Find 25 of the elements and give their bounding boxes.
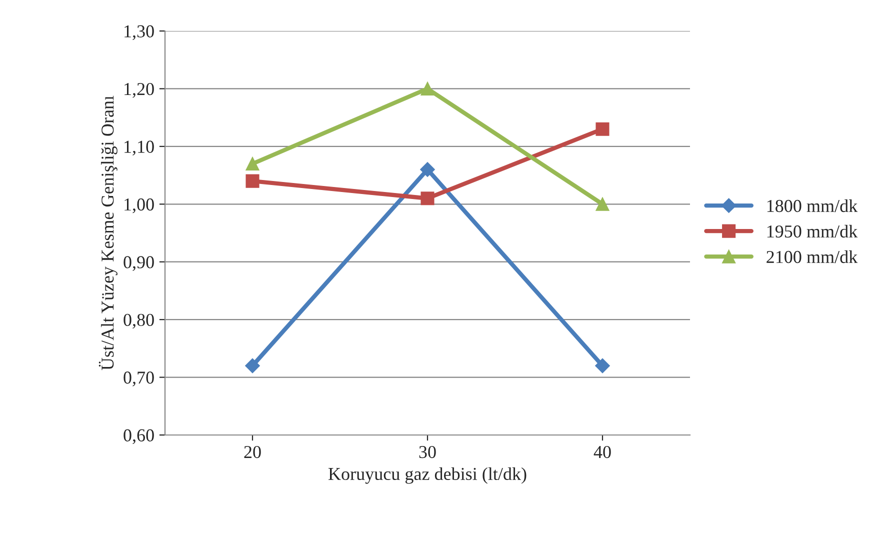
point	[246, 174, 260, 188]
y-tick-label: 0,90	[124, 256, 154, 271]
legend-label: 2100 mm/dk	[766, 250, 858, 264]
point	[596, 122, 610, 136]
y-tick-label: 1,10	[124, 140, 154, 156]
x-tick-label: 30	[419, 446, 436, 458]
legend-label: 1800 mm/dk	[767, 199, 858, 212]
y-tick-label: 1,30	[124, 25, 154, 40]
point	[420, 162, 435, 177]
point	[246, 156, 260, 171]
y-tick-label: 0,70	[124, 372, 154, 386]
point	[420, 192, 434, 206]
point	[596, 197, 610, 211]
y-tick-label: 0,60	[124, 429, 154, 444]
x-tick-label: 40	[594, 446, 611, 458]
x-tick-label: 20	[244, 446, 261, 458]
point	[420, 82, 434, 96]
legend-label: 1950 mm/dk	[767, 224, 858, 238]
y-tick-label: 1,00	[124, 198, 154, 214]
y-axis-title: Üst/Alt Yüzey Kesme Genişliği Oranı	[98, 96, 118, 370]
point	[245, 358, 260, 374]
y-tick-label: 1,20	[124, 82, 154, 98]
y-tick-label: 0,80	[124, 314, 154, 329]
point	[595, 358, 610, 374]
x-axis-title: Koruyucu gaz debisi (lt/dk)	[328, 467, 526, 484]
